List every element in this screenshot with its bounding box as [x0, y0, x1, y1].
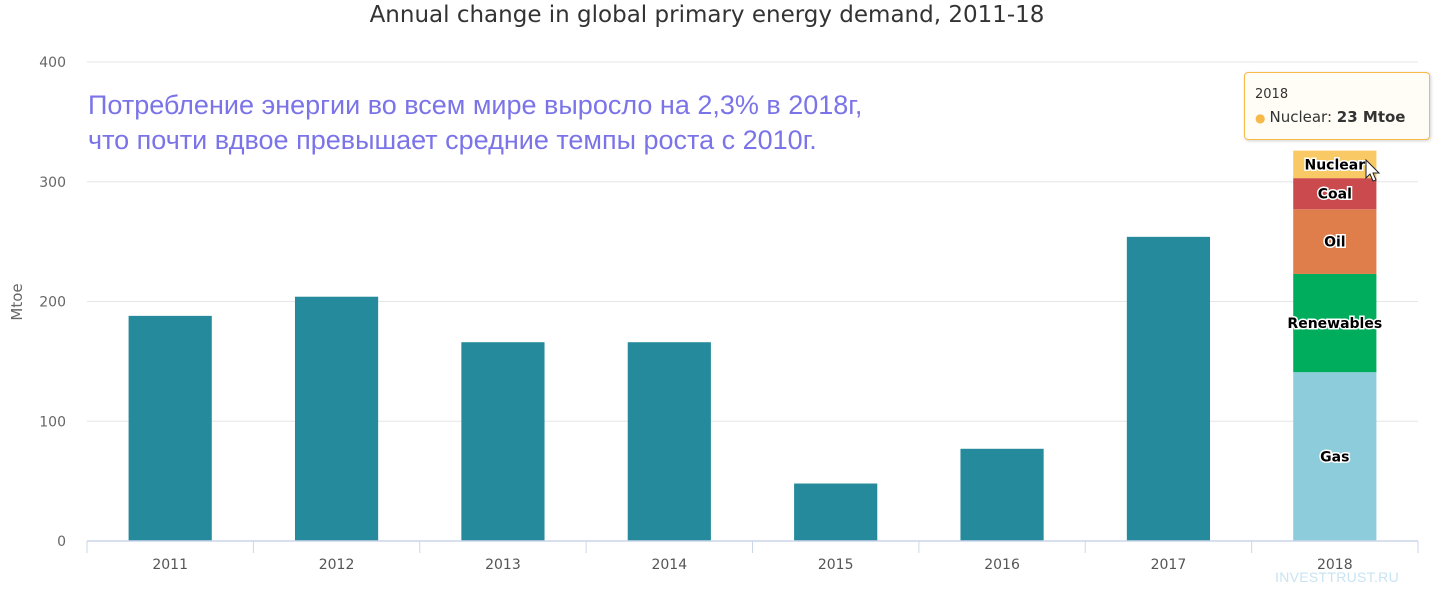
- bar-2012[interactable]: [294, 296, 379, 541]
- segment-label-oil: Oil: [1324, 235, 1346, 251]
- segment-label-coal: Coal: [1318, 187, 1352, 203]
- stacked-bar-2018: Gas Renewables Oil Coal Nuclear: [1286, 150, 1384, 541]
- y-tick-label: 300: [39, 175, 66, 191]
- tooltip-line: ● Nuclear: 23 Mtoe: [1255, 108, 1405, 126]
- segment-oil[interactable]: [1293, 209, 1377, 274]
- segment-gas[interactable]: [1293, 372, 1377, 541]
- bar-2016[interactable]: [960, 448, 1044, 541]
- bar-2017[interactable]: [1126, 236, 1211, 541]
- x-tick-label: 2017: [1151, 557, 1187, 573]
- tooltip-year: 2018: [1255, 87, 1289, 102]
- annotation-line-1: Потребление энергии во всем мире выросло…: [88, 90, 863, 120]
- x-tick-label: 2012: [319, 557, 355, 573]
- segment-label-nuclear: Nuclear: [1304, 157, 1365, 173]
- y-tick-label: 100: [39, 414, 66, 430]
- bar-2013[interactable]: [461, 342, 545, 541]
- segment-renewables[interactable]: [1293, 273, 1377, 373]
- x-tick-label: 2018: [1317, 557, 1353, 573]
- y-tick-label: 200: [39, 295, 66, 311]
- tooltip-value: 23 Mtoe: [1336, 108, 1406, 126]
- tooltip-dot-icon: ●: [1255, 111, 1266, 125]
- segment-label-renewables: Renewables: [1287, 316, 1382, 332]
- tooltip-series: Nuclear:: [1269, 108, 1333, 126]
- mouse-cursor-icon: [1365, 158, 1381, 182]
- bar-2015[interactable]: [794, 483, 878, 541]
- segment-label-gas: Gas: [1320, 450, 1349, 466]
- y-tick-label: 0: [57, 534, 66, 550]
- y-axis-label: Mtoe: [8, 283, 26, 320]
- annotation-line-2: что почти вдвое превышает средние темпы …: [88, 125, 817, 155]
- x-axis: [86, 540, 1419, 553]
- annotation-text: Потребление энергии во всем мире выросло…: [88, 88, 862, 158]
- tooltip: 2018 ● Nuclear: 23 Mtoe: [1244, 72, 1430, 140]
- segment-coal[interactable]: [1293, 178, 1377, 210]
- x-tick-label: 2011: [152, 557, 188, 573]
- y-tick-label: 400: [39, 55, 66, 71]
- bar-2011[interactable]: [128, 315, 212, 541]
- chart-title: Annual change in global primary energy d…: [370, 2, 1045, 28]
- x-tick-label: 2016: [984, 557, 1020, 573]
- y-axis-ticks: 0 100 200 300 400: [39, 55, 66, 550]
- x-axis-ticks: 2011 2012 2013 2014 2015 2016 2017 2018: [152, 557, 1352, 573]
- watermark: INVESTTRUST.RU: [1275, 569, 1399, 585]
- x-tick-label: 2013: [485, 557, 521, 573]
- bar-2014[interactable]: [627, 342, 711, 541]
- bars: [128, 236, 1211, 541]
- segment-nuclear[interactable]: [1293, 150, 1377, 179]
- x-tick-label: 2015: [818, 557, 854, 573]
- x-tick-label: 2014: [651, 557, 687, 573]
